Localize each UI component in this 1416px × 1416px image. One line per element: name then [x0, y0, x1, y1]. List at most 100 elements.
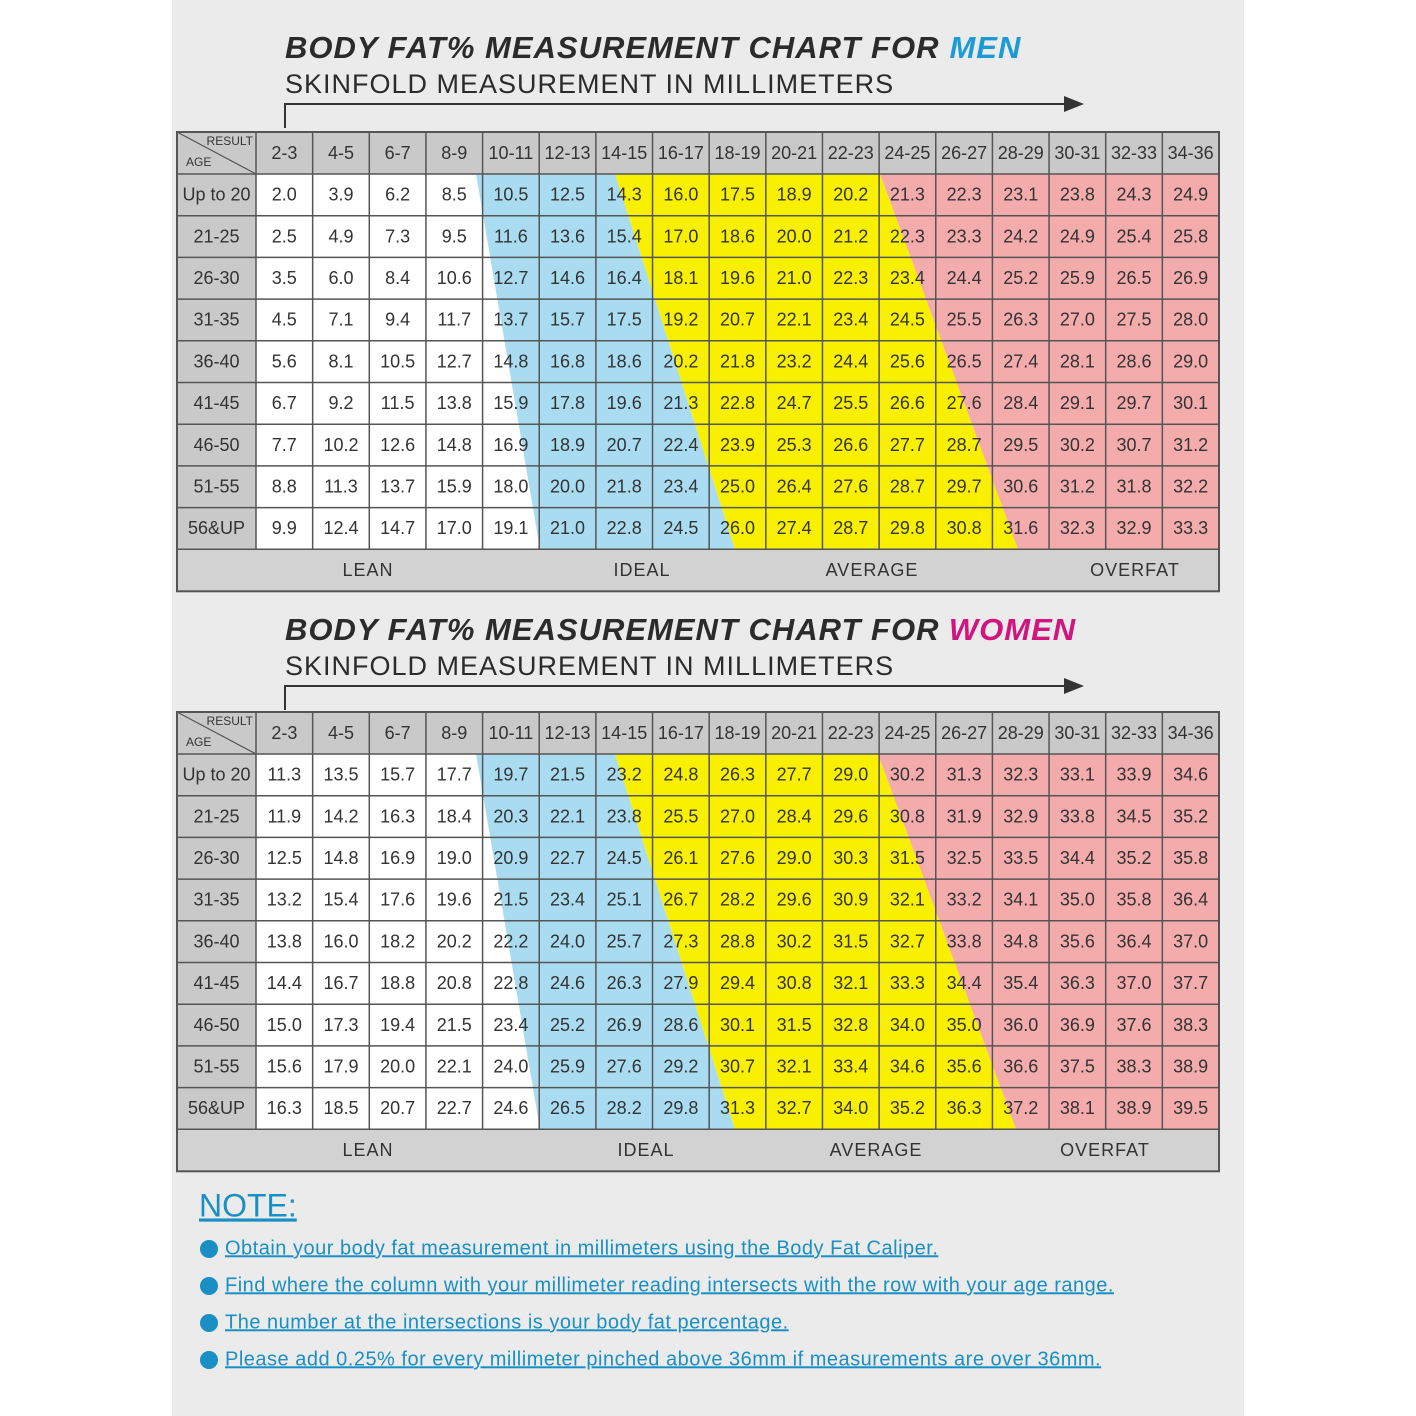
cell-value: 28.4	[777, 806, 812, 826]
cell-value: 24.5	[663, 518, 698, 538]
cell-value: 18.0	[493, 477, 528, 497]
cell-value: 37.5	[1060, 1057, 1095, 1077]
cell-value: 15.0	[267, 1015, 302, 1035]
age-label: 51-55	[193, 477, 239, 497]
cell-value: 27.4	[777, 518, 812, 538]
cell-value: 26.3	[720, 765, 755, 785]
cell-value: 18.6	[607, 351, 642, 371]
cell-value: 33.2	[947, 890, 982, 910]
cell-value: 26.3	[1003, 310, 1038, 330]
cell-value: 10.6	[437, 268, 472, 288]
cell-value: 30.2	[890, 765, 925, 785]
column-header: 6-7	[385, 143, 411, 163]
cell-value: 29.6	[777, 890, 812, 910]
cell-value: 12.5	[267, 848, 302, 868]
cell-value: 22.4	[663, 435, 698, 455]
average-band	[615, 174, 1018, 550]
cell-value: 34.8	[1003, 931, 1038, 951]
cell-value: 17.8	[550, 393, 585, 413]
column-header: 26-27	[941, 143, 987, 163]
cell-value: 34.6	[1173, 765, 1208, 785]
cell-value: 25.0	[720, 477, 755, 497]
cell-value: 14.6	[550, 268, 585, 288]
cell-value: 18.9	[777, 185, 812, 205]
note-item: Find where the column with your millimet…	[225, 1274, 1114, 1296]
cell-value: 15.9	[493, 393, 528, 413]
corner-diagonal	[176, 711, 257, 755]
cell-value: 24.7	[777, 393, 812, 413]
cell-value: 17.0	[663, 226, 698, 246]
ideal-band	[476, 754, 735, 1130]
column-header: 14-15	[601, 723, 647, 743]
cell-value: 14.4	[267, 973, 302, 993]
cell-value: 32.7	[890, 931, 925, 951]
cell-value: 27.3	[663, 931, 698, 951]
cell-value: 38.3	[1117, 1057, 1152, 1077]
cell-value: 25.9	[550, 1057, 585, 1077]
cell-value: 17.3	[323, 1015, 358, 1035]
note-title: NOTE:	[199, 1187, 297, 1223]
cell-value: 30.1	[1173, 393, 1208, 413]
cell-value: 27.7	[777, 765, 812, 785]
cell-value: 29.0	[833, 765, 868, 785]
cell-value: 3.5	[272, 268, 297, 288]
column-header: 4-5	[328, 143, 354, 163]
age-label: 31-35	[193, 890, 239, 910]
cell-value: 22.7	[550, 848, 585, 868]
cell-value: 15.7	[550, 310, 585, 330]
cell-value: 4.9	[328, 226, 353, 246]
cell-value: 9.2	[328, 393, 353, 413]
corner-bottom: AGE	[186, 155, 211, 169]
cell-value: 15.6	[267, 1057, 302, 1077]
cell-value: 20.7	[380, 1098, 415, 1118]
cell-value: 26.6	[833, 435, 868, 455]
cell-value: 33.5	[1003, 848, 1038, 868]
cell-value: 24.0	[493, 1057, 528, 1077]
cell-value: 17.9	[323, 1057, 358, 1077]
cell-value: 26.5	[550, 1098, 585, 1118]
column-header: 12-13	[545, 143, 591, 163]
cell-value: 8.1	[328, 351, 353, 371]
cell-value: 30.8	[947, 518, 982, 538]
cell-value: 23.4	[663, 477, 698, 497]
age-label: 46-50	[193, 435, 239, 455]
cell-value: 33.8	[947, 931, 982, 951]
column-header: 24-25	[884, 723, 930, 743]
cell-value: 23.4	[890, 268, 925, 288]
bullet	[200, 1277, 218, 1295]
column-header: 20-21	[771, 723, 817, 743]
cell-value: 38.1	[1060, 1098, 1095, 1118]
cell-value: 21.8	[607, 477, 642, 497]
cell-value: 26.9	[607, 1015, 642, 1035]
cell-value: 7.7	[272, 435, 297, 455]
cell-value: 15.4	[607, 226, 642, 246]
cell-value: 19.6	[720, 268, 755, 288]
cell-value: 29.7	[1117, 393, 1152, 413]
cell-value: 27.4	[1003, 351, 1038, 371]
cell-value: 24.4	[833, 351, 868, 371]
column-header: 16-17	[658, 143, 704, 163]
cell-value: 37.0	[1117, 973, 1152, 993]
cell-value: 12.5	[550, 185, 585, 205]
cell-value: 38.9	[1117, 1098, 1152, 1118]
cell-value: 24.9	[1173, 185, 1208, 205]
cell-value: 23.2	[607, 765, 642, 785]
subtitle: SKINFOLD MEASUREMENT IN MILLIMETERS	[285, 651, 894, 681]
cell-value: 27.7	[890, 435, 925, 455]
cell-value: 19.1	[493, 518, 528, 538]
cell-value: 9.9	[272, 518, 297, 538]
cell-value: 24.0	[550, 931, 585, 951]
column-header: 28-29	[998, 143, 1044, 163]
arrow	[284, 685, 1068, 710]
cell-value: 12.6	[380, 435, 415, 455]
column-header: 24-25	[884, 143, 930, 163]
cell-value: 23.4	[550, 890, 585, 910]
cell-value: 7.1	[328, 310, 353, 330]
category-label: IDEAL	[613, 560, 670, 580]
cell-value: 35.0	[947, 1015, 982, 1035]
cell-value: 32.7	[777, 1098, 812, 1118]
cell-value: 20.0	[777, 226, 812, 246]
cell-value: 19.0	[437, 848, 472, 868]
cell-value: 13.7	[493, 310, 528, 330]
